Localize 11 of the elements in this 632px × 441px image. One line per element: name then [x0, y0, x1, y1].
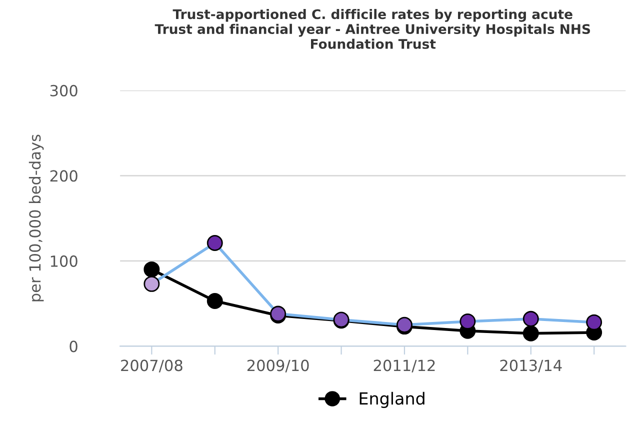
- x-tick-label: 2009/10: [247, 360, 309, 372]
- y-tick-label: 0: [70, 340, 78, 352]
- x-tick-label: 2011/12: [374, 360, 435, 372]
- y-tick-label: 200: [50, 170, 78, 182]
- y-tick-label: 100: [50, 255, 78, 267]
- x-tick-label: 2013/14: [500, 360, 562, 372]
- x-tick-label: 2007/08: [121, 360, 182, 372]
- chart-title: Trust-apportioned C. difficile rates by reporting acute Trust and financial year - Aintree University Hospitals NHS Foundation Trust: [154, 8, 590, 49]
- y-tick-label: 300: [50, 84, 78, 96]
- legend-label: England: [360, 392, 424, 408]
- y-axis-title: per 100,000 bed-days: [28, 134, 44, 302]
